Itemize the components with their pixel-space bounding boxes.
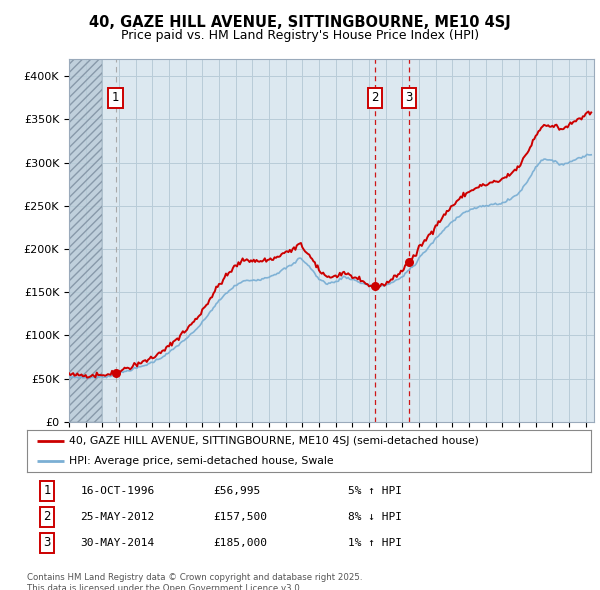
Text: Contains HM Land Registry data © Crown copyright and database right 2025.
This d: Contains HM Land Registry data © Crown c… (27, 573, 362, 590)
Text: £185,000: £185,000 (213, 538, 267, 548)
Text: 3: 3 (405, 91, 412, 104)
Text: 40, GAZE HILL AVENUE, SITTINGBOURNE, ME10 4SJ (semi-detached house): 40, GAZE HILL AVENUE, SITTINGBOURNE, ME1… (70, 437, 479, 447)
Text: 3: 3 (44, 536, 51, 549)
Text: 5% ↑ HPI: 5% ↑ HPI (349, 486, 403, 496)
Text: HPI: Average price, semi-detached house, Swale: HPI: Average price, semi-detached house,… (70, 455, 334, 466)
Text: 1: 1 (44, 484, 51, 497)
Bar (69, 59, 103, 422)
Text: 2: 2 (371, 91, 379, 104)
Text: 8% ↓ HPI: 8% ↓ HPI (349, 512, 403, 522)
Text: 2: 2 (44, 510, 51, 523)
Text: £56,995: £56,995 (213, 486, 260, 496)
Text: 40, GAZE HILL AVENUE, SITTINGBOURNE, ME10 4SJ: 40, GAZE HILL AVENUE, SITTINGBOURNE, ME1… (89, 15, 511, 30)
Text: 30-MAY-2014: 30-MAY-2014 (80, 538, 155, 548)
Text: 1% ↑ HPI: 1% ↑ HPI (349, 538, 403, 548)
Text: 1: 1 (112, 91, 119, 104)
Text: 16-OCT-1996: 16-OCT-1996 (80, 486, 155, 496)
Text: Price paid vs. HM Land Registry's House Price Index (HPI): Price paid vs. HM Land Registry's House … (121, 30, 479, 42)
Text: £157,500: £157,500 (213, 512, 267, 522)
Bar (69, 59, 103, 422)
Text: 25-MAY-2012: 25-MAY-2012 (80, 512, 155, 522)
